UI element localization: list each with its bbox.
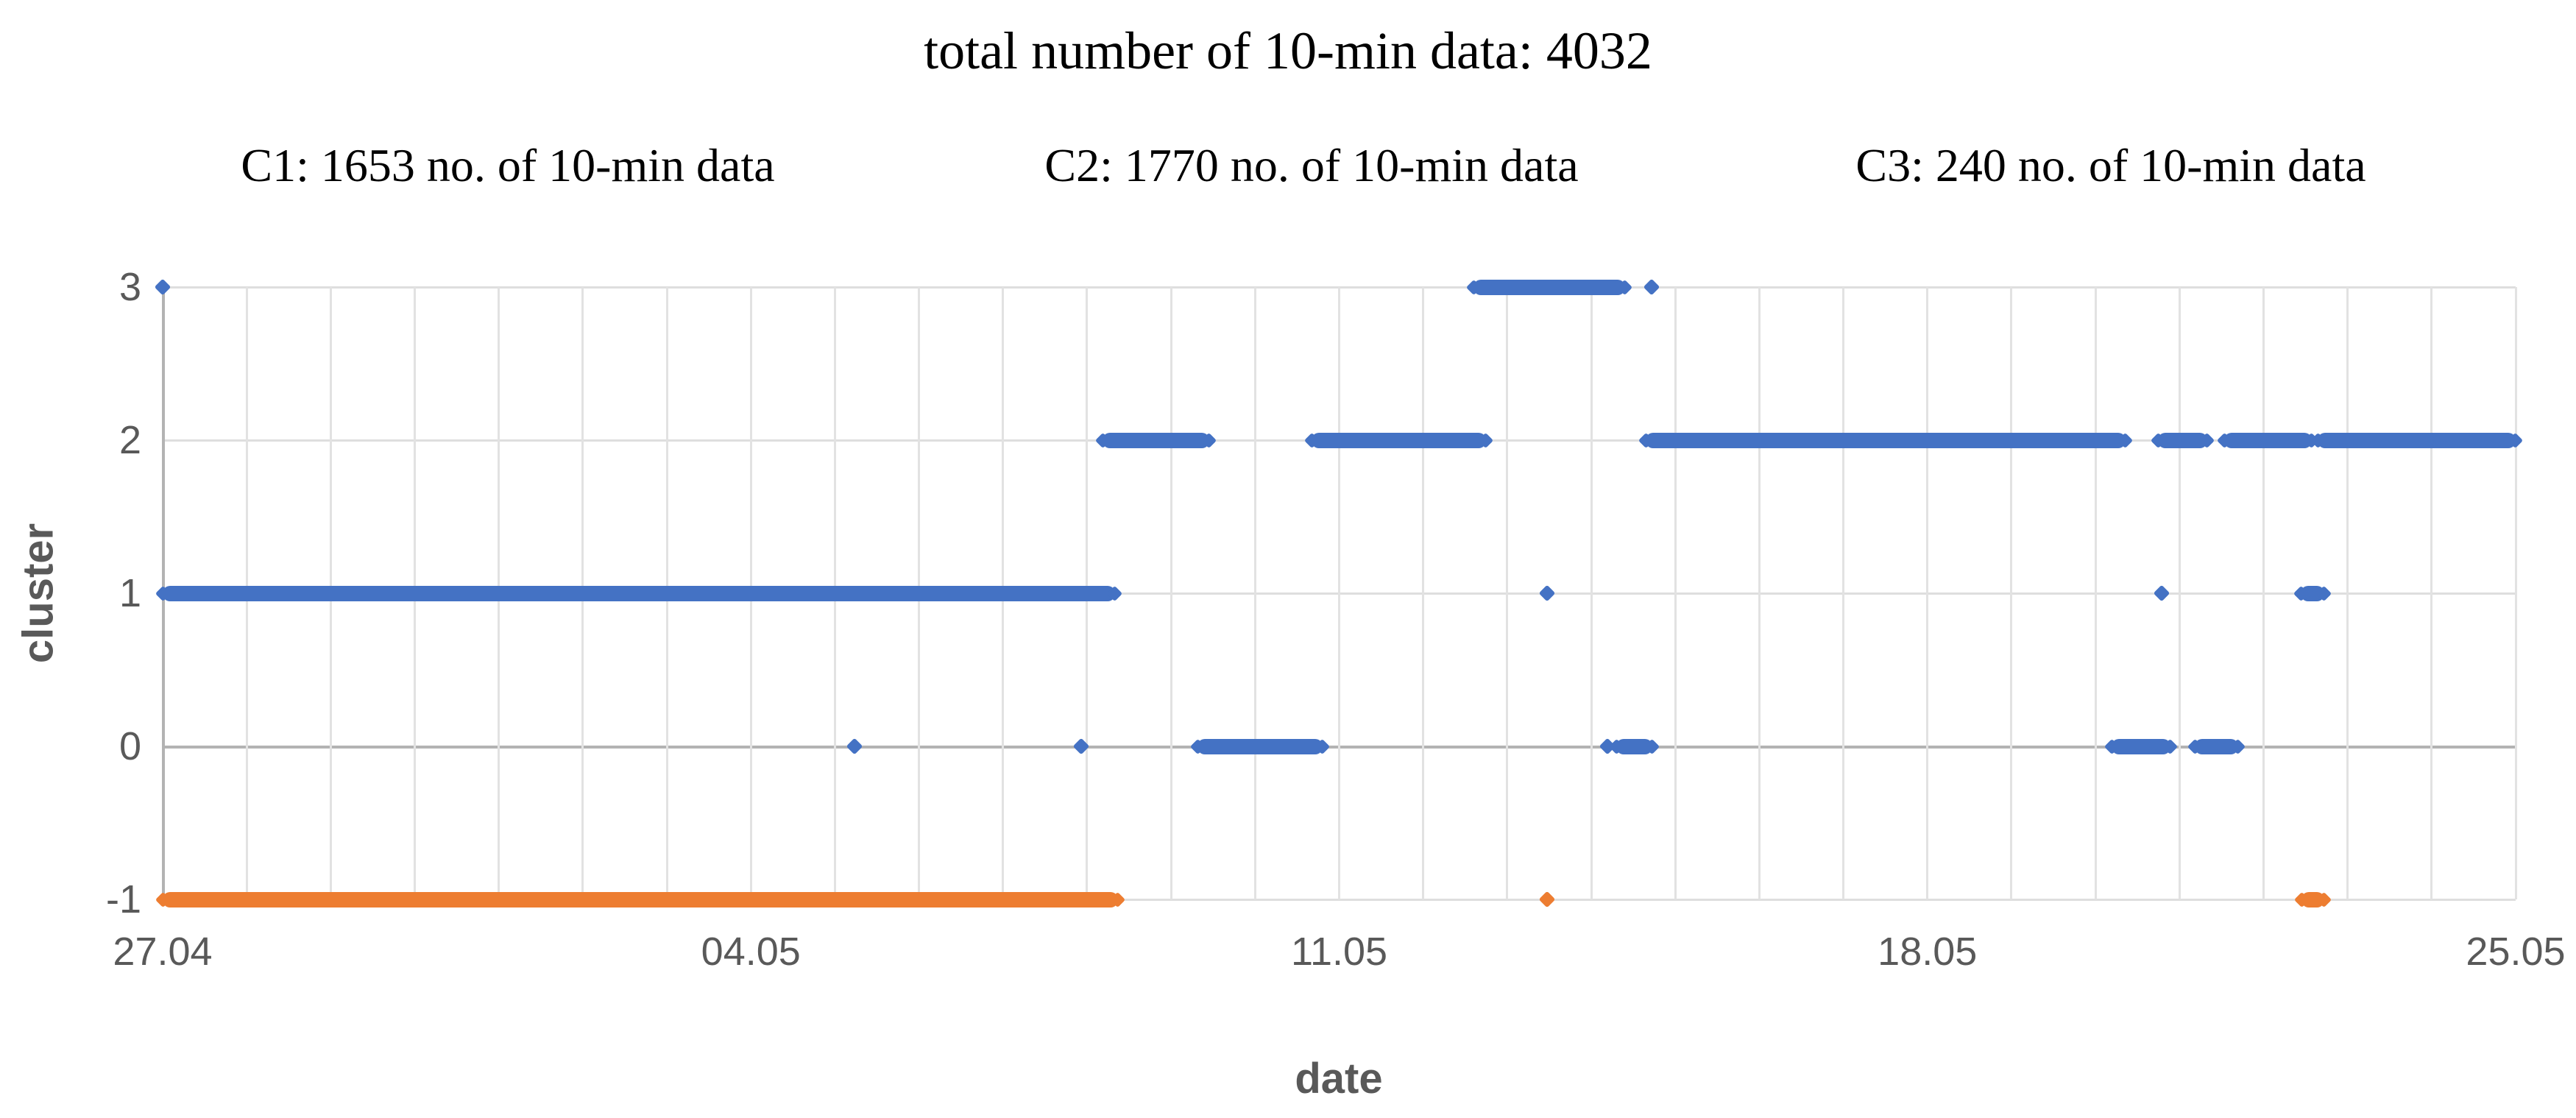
- gridline-x: [1253, 287, 1256, 899]
- cluster-assignments-segment: [1311, 432, 1487, 448]
- cluster-assignments-segment: [2194, 738, 2239, 754]
- x-tick-label: 18.05: [1878, 930, 1978, 974]
- gridline-x: [1926, 287, 1929, 899]
- gridline-x: [1338, 287, 1340, 899]
- cluster-assignments-segment: [2111, 738, 2170, 754]
- x-tick-label: 04.05: [701, 930, 801, 974]
- chart-title: total number of 10-min data: 4032: [924, 21, 1652, 80]
- gridline-x: [2010, 287, 2013, 899]
- gridline-x: [1506, 287, 1509, 899]
- cluster-assignments-segment: [1646, 432, 2126, 448]
- cluster-assignments-segment: [1473, 279, 1625, 295]
- gridline-x: [1170, 287, 1172, 899]
- cluster-assignments-point: [1643, 278, 1660, 296]
- noise-minus-one-segment: [2301, 891, 2324, 908]
- gridline-x: [2262, 287, 2265, 899]
- gridline-x: [1590, 287, 1593, 899]
- cluster-assignments-point: [2153, 584, 2170, 602]
- gridline-x: [2514, 287, 2517, 899]
- gridline-x: [2094, 287, 2097, 899]
- x-tick-label: 11.05: [1290, 930, 1388, 974]
- cluster-assignments-point: [1599, 737, 1616, 755]
- gridline-x: [2430, 287, 2433, 899]
- y-tick-label: 3: [118, 265, 141, 309]
- x-tick-label: 27.04: [113, 930, 213, 974]
- y-tick-label: 2: [118, 418, 141, 462]
- gridline-x: [1422, 287, 1425, 899]
- y-tick-label: 0: [118, 724, 141, 768]
- gridline-x: [1758, 287, 1761, 899]
- cluster-assignments-segment: [2157, 432, 2207, 448]
- gridline-x: [2178, 287, 2181, 899]
- cluster-assignments-segment: [2300, 585, 2324, 601]
- cluster-assignments-segment: [2223, 432, 2312, 448]
- cluster-count-c1: C1: 1653 no. of 10-min data: [241, 139, 775, 191]
- cluster-assignments-point: [154, 278, 171, 296]
- cluster-assignments-segment: [1102, 432, 1209, 448]
- cluster-assignments-segment: [163, 585, 1115, 601]
- noise-minus-one-point: [1538, 891, 1555, 908]
- cluster-assignments-point: [1538, 584, 1555, 602]
- gridline-x: [2346, 287, 2349, 899]
- cluster-count-c2: C2: 1770 no. of 10-min data: [1044, 139, 1579, 191]
- gridline-x: [1674, 287, 1677, 899]
- gridline-y: [163, 898, 2516, 901]
- cluster-assignments-segment: [2317, 432, 2516, 448]
- x-tick-label: 25.05: [2466, 930, 2566, 974]
- cluster-assignments-point: [846, 737, 863, 755]
- x-axis-title: date: [1295, 1055, 1383, 1103]
- cluster-count-c3: C3: 240 no. of 10-min data: [1855, 139, 2366, 191]
- gridline-x: [1842, 287, 1845, 899]
- y-tick-label: 1: [118, 571, 141, 615]
- cluster-assignments-segment: [1197, 738, 1323, 754]
- noise-minus-one-segment: [163, 891, 1119, 908]
- plot-area: [154, 278, 2517, 908]
- y-tick-label: -1: [105, 877, 141, 921]
- cluster-assignments-segment: [1616, 738, 1653, 754]
